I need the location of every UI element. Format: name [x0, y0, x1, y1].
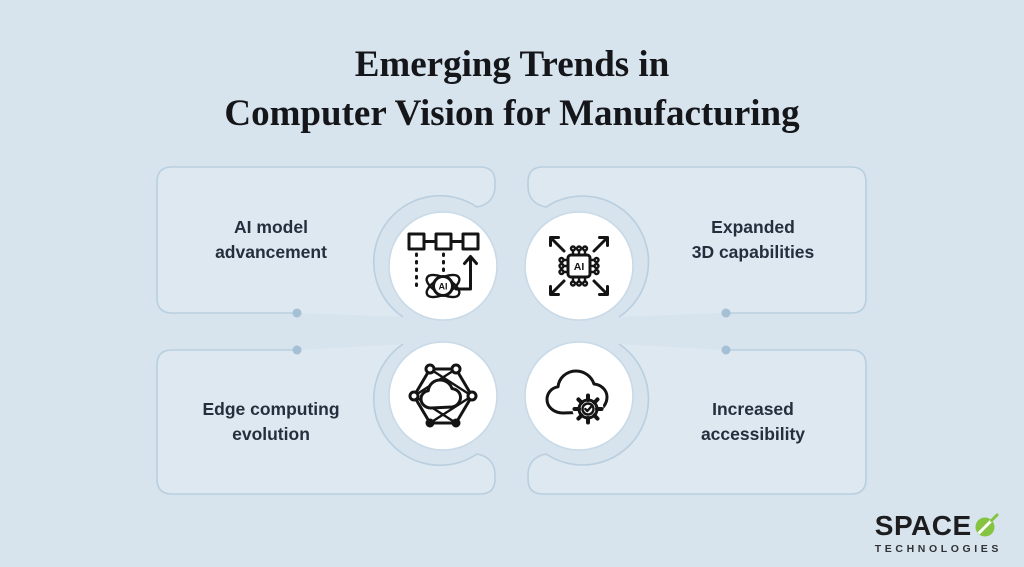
title-line-1: Emerging Trends in	[354, 44, 670, 85]
connector-dot	[292, 308, 302, 318]
item-label-expanded-3d-capabilities: Expanded 3D capabilities	[691, 217, 815, 262]
expanded-3d-capabilities-icon: AI	[549, 236, 609, 296]
card-outline-bottom-right	[527, 343, 867, 495]
increased-accessibility-icon	[545, 369, 609, 425]
card-outline-top-right	[527, 166, 867, 318]
brand-name: SPACE	[874, 510, 972, 541]
edge-computing-evolution-icon	[408, 363, 478, 428]
ai-model-advancement-icon: AI	[407, 232, 480, 299]
card-outline-top-left	[156, 166, 496, 318]
card-outline-bottom-left	[156, 343, 496, 495]
brand-logo: SPACE TECHNOLOGIES	[875, 510, 1002, 555]
item-label-edge-computing-evolution: Edge computing evolution	[202, 399, 340, 444]
item-label-increased-accessibility: Increased accessibility	[700, 399, 806, 444]
connector-dot	[721, 308, 731, 318]
brand-subtext: TECHNOLOGIES	[874, 543, 1002, 555]
page-title: Emerging Trends in Computer Vision for M…	[0, 40, 1024, 138]
item-label-ai-model-advancement: AI model advancement	[215, 217, 327, 262]
connector-dot	[721, 345, 731, 355]
svg-text:AI: AI	[574, 261, 585, 273]
svg-text:AI: AI	[439, 282, 448, 292]
title-line-2: Computer Vision for Manufacturing	[224, 93, 800, 134]
connector-dot	[292, 345, 302, 355]
icon-circle	[388, 211, 498, 321]
slashed-o-leaf-icon	[975, 513, 999, 536]
